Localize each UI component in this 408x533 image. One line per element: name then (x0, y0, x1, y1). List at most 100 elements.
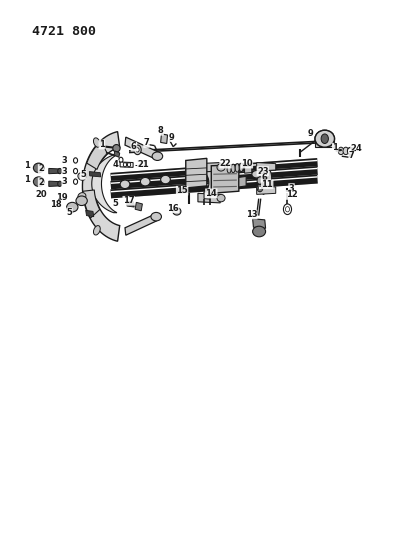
Text: 6: 6 (131, 142, 137, 151)
Circle shape (73, 168, 78, 174)
Text: 1: 1 (24, 174, 30, 183)
Polygon shape (125, 214, 157, 235)
Text: 24: 24 (350, 144, 362, 154)
Ellipse shape (78, 192, 86, 200)
Polygon shape (49, 168, 60, 174)
Text: 1: 1 (99, 140, 105, 149)
Polygon shape (49, 181, 60, 187)
Polygon shape (239, 176, 246, 187)
Ellipse shape (93, 138, 100, 147)
Circle shape (73, 158, 78, 163)
Circle shape (343, 147, 349, 155)
Text: 3: 3 (62, 156, 67, 165)
Polygon shape (125, 137, 158, 160)
Text: 20: 20 (35, 190, 47, 199)
Text: 4: 4 (113, 160, 119, 169)
Text: 3: 3 (62, 166, 67, 175)
Circle shape (134, 145, 141, 155)
Ellipse shape (151, 213, 162, 221)
Polygon shape (198, 193, 220, 203)
Ellipse shape (239, 163, 243, 172)
Ellipse shape (33, 163, 44, 173)
Circle shape (257, 177, 263, 184)
Ellipse shape (78, 173, 86, 180)
Polygon shape (161, 134, 168, 143)
Ellipse shape (140, 177, 150, 186)
Circle shape (58, 168, 62, 174)
Polygon shape (244, 166, 252, 173)
Text: 11: 11 (262, 180, 273, 189)
Polygon shape (257, 186, 276, 195)
Ellipse shape (33, 177, 44, 187)
Text: 23: 23 (257, 166, 268, 175)
Ellipse shape (161, 175, 171, 184)
Circle shape (119, 157, 123, 163)
Text: 5: 5 (113, 199, 119, 208)
Text: 7: 7 (144, 139, 149, 148)
Circle shape (348, 148, 353, 154)
Ellipse shape (243, 163, 247, 171)
Polygon shape (203, 164, 215, 201)
Text: 21: 21 (137, 160, 148, 169)
Text: 3: 3 (288, 183, 295, 192)
Text: 1: 1 (24, 161, 30, 169)
Ellipse shape (120, 180, 130, 189)
Ellipse shape (217, 195, 225, 202)
Ellipse shape (76, 196, 87, 206)
Polygon shape (204, 192, 210, 199)
Polygon shape (257, 163, 276, 171)
Polygon shape (211, 165, 239, 193)
Circle shape (257, 184, 263, 192)
Text: 9: 9 (169, 133, 175, 142)
Text: 1: 1 (333, 143, 338, 152)
Text: 7: 7 (348, 151, 355, 160)
Text: 2: 2 (38, 177, 44, 187)
Text: 17: 17 (123, 196, 135, 205)
Ellipse shape (227, 165, 231, 173)
Circle shape (258, 186, 262, 190)
Text: 10: 10 (241, 159, 253, 168)
Polygon shape (83, 190, 100, 218)
Text: 4721 800: 4721 800 (32, 25, 96, 38)
Polygon shape (135, 203, 142, 211)
Text: 12: 12 (286, 190, 297, 199)
Polygon shape (86, 211, 94, 216)
Text: 8: 8 (158, 126, 164, 135)
Text: 5: 5 (67, 208, 72, 217)
Text: 19: 19 (55, 193, 67, 202)
Text: 5: 5 (80, 170, 86, 179)
Ellipse shape (152, 152, 163, 160)
Text: 3: 3 (62, 176, 67, 185)
Ellipse shape (231, 164, 235, 173)
Circle shape (58, 181, 62, 187)
Circle shape (136, 148, 139, 152)
Circle shape (123, 163, 126, 167)
Polygon shape (87, 141, 107, 169)
Text: 13: 13 (246, 210, 257, 219)
Polygon shape (186, 158, 207, 188)
Circle shape (127, 163, 131, 167)
Ellipse shape (93, 225, 100, 235)
Text: 9: 9 (307, 129, 313, 138)
Polygon shape (315, 136, 335, 147)
Circle shape (286, 207, 290, 212)
Ellipse shape (252, 171, 262, 178)
Text: 16: 16 (167, 204, 179, 213)
Ellipse shape (173, 208, 181, 215)
Circle shape (338, 147, 344, 155)
Polygon shape (89, 172, 101, 177)
Circle shape (348, 147, 353, 155)
Polygon shape (253, 219, 266, 228)
Circle shape (73, 179, 78, 184)
Circle shape (284, 204, 292, 215)
Polygon shape (198, 163, 220, 172)
Text: 2: 2 (38, 165, 44, 173)
Circle shape (321, 134, 328, 143)
Polygon shape (126, 201, 134, 207)
Polygon shape (92, 155, 117, 213)
Text: 15: 15 (176, 186, 188, 195)
Polygon shape (120, 162, 133, 167)
Text: 6: 6 (261, 173, 267, 182)
Ellipse shape (315, 130, 335, 147)
Ellipse shape (253, 226, 266, 237)
